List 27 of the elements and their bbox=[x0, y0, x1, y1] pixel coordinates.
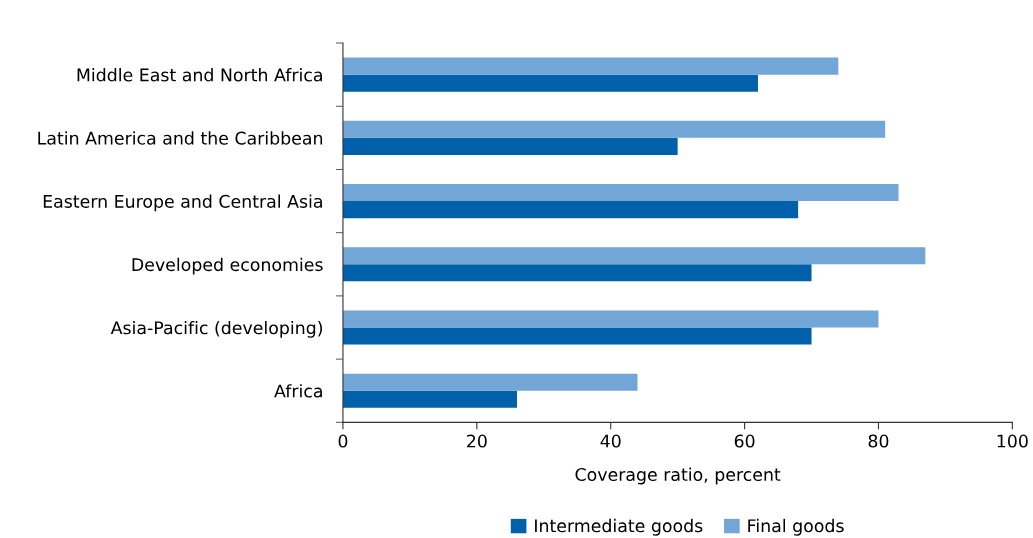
bar bbox=[342, 310, 879, 328]
x-tick-label: 60 bbox=[734, 434, 755, 448]
bar bbox=[342, 373, 638, 391]
x-tick-label: 100 bbox=[997, 434, 1028, 448]
x-tick-label: 40 bbox=[600, 434, 621, 448]
legend-label: Final goods bbox=[748, 518, 844, 536]
y-tick-label: Eastern Europe and Central Asia bbox=[43, 194, 322, 212]
bar bbox=[342, 184, 899, 202]
y-tick-label: Latin America and the Caribbean bbox=[38, 131, 323, 145]
x-tick-label: 20 bbox=[467, 434, 487, 448]
bar bbox=[342, 247, 926, 265]
x-tick-label: 80 bbox=[868, 434, 889, 448]
y-tick-label: Middle East and North Africa bbox=[77, 68, 322, 82]
bar bbox=[342, 120, 886, 138]
bar bbox=[342, 390, 517, 408]
bar bbox=[342, 201, 799, 219]
bar bbox=[342, 137, 678, 155]
y-tick-label: Africa bbox=[274, 384, 322, 398]
y-tick-label: Developed economies bbox=[132, 257, 323, 275]
y-tick-label: Asia-Pacific (developing) bbox=[110, 320, 323, 338]
x-tick-label: 0 bbox=[338, 434, 348, 448]
bar bbox=[342, 57, 839, 75]
bar bbox=[342, 264, 812, 282]
bar bbox=[342, 74, 758, 92]
x-axis-title: Coverage ratio, percent bbox=[575, 467, 781, 485]
bar bbox=[342, 327, 812, 345]
legend-label: Intermediate goods bbox=[535, 518, 703, 536]
